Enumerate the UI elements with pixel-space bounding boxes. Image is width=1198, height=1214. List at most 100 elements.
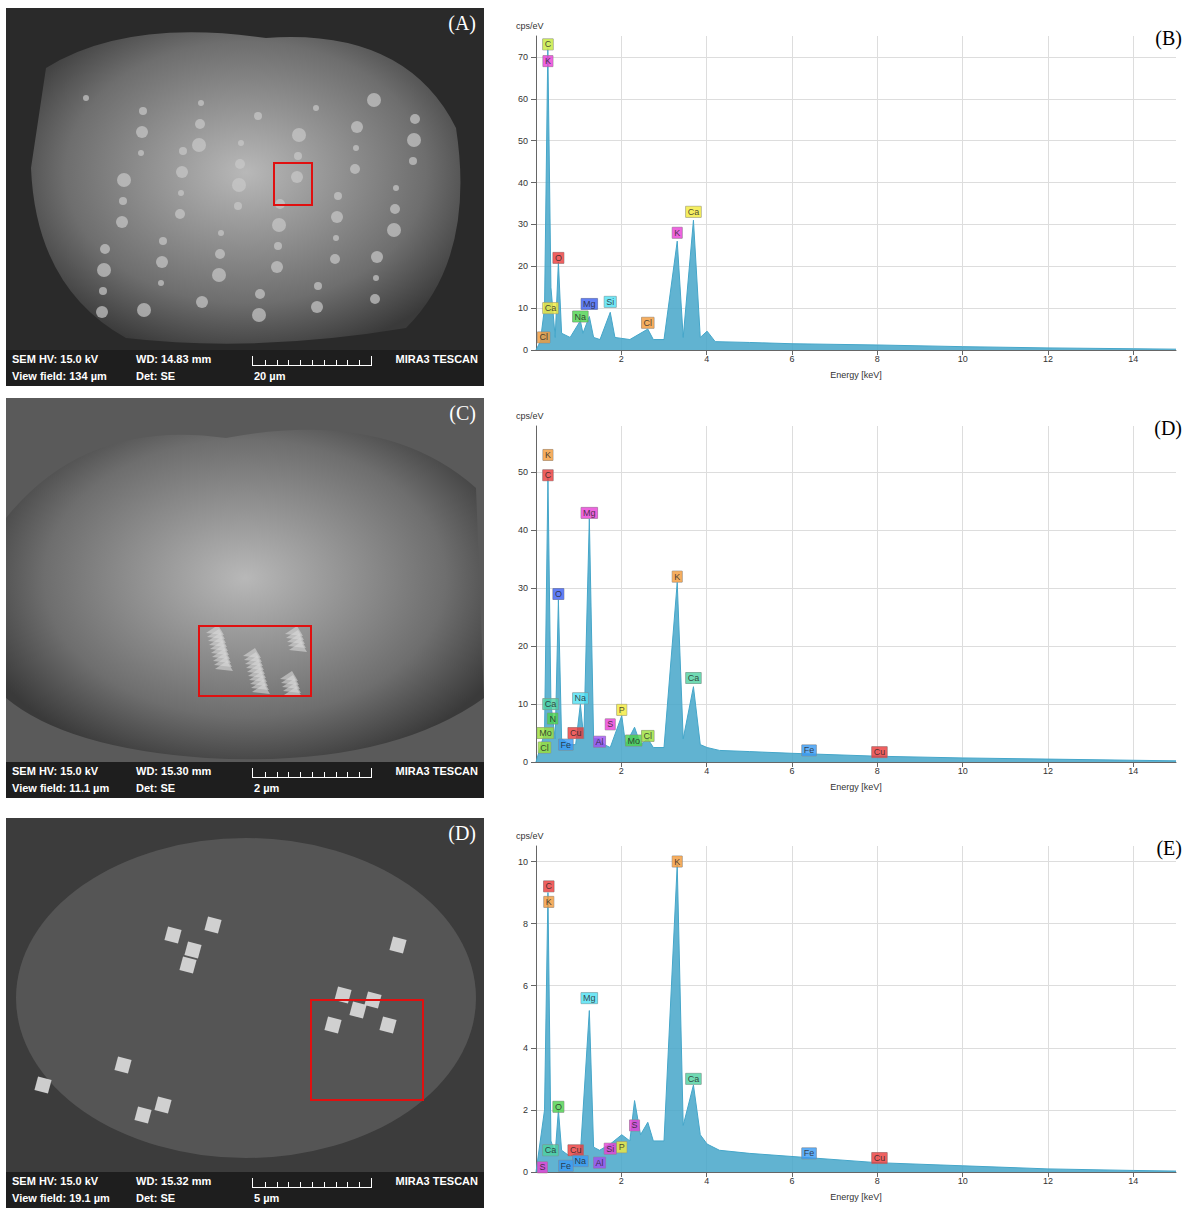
svg-text:O: O — [555, 1102, 562, 1112]
svg-text:K: K — [545, 56, 551, 66]
svg-text:(E): (E) — [1156, 837, 1182, 860]
svg-text:K: K — [545, 450, 551, 460]
svg-text:Cu: Cu — [874, 747, 886, 757]
svg-text:4: 4 — [704, 766, 709, 776]
svg-text:O: O — [555, 253, 562, 263]
svg-text:40: 40 — [518, 525, 528, 535]
svg-text:S: S — [539, 1162, 545, 1172]
svg-text:Mg: Mg — [583, 299, 596, 309]
svg-text:Mg: Mg — [583, 508, 596, 518]
svg-text:14: 14 — [1128, 354, 1138, 364]
svg-text:Na: Na — [575, 312, 587, 322]
svg-text:Fe: Fe — [804, 745, 815, 755]
svg-text:8: 8 — [875, 1176, 880, 1186]
svg-text:Ca: Ca — [545, 303, 557, 313]
svg-text:Energy [keV]: Energy [keV] — [830, 370, 882, 380]
svg-text:Ca: Ca — [545, 1145, 557, 1155]
svg-text:4: 4 — [523, 1043, 528, 1053]
svg-text:C: C — [545, 470, 552, 480]
svg-text:Cu: Cu — [570, 728, 582, 738]
html-text:(A): (A) — [448, 12, 476, 34]
svg-text:(D): (D) — [1154, 417, 1182, 440]
svg-text:70: 70 — [518, 52, 528, 62]
svg-text:Mg: Mg — [583, 993, 596, 1003]
svg-text:10: 10 — [518, 857, 528, 867]
svg-text:6: 6 — [789, 1176, 794, 1186]
svg-text:Mo: Mo — [627, 736, 640, 746]
svg-text:4: 4 — [704, 1176, 709, 1186]
svg-text:Energy [keV]: Energy [keV] — [830, 1192, 882, 1202]
svg-text:O: O — [555, 589, 562, 599]
svg-text:Fe: Fe — [561, 1161, 572, 1171]
svg-text:0: 0 — [523, 1167, 528, 1177]
svg-text:Fe: Fe — [561, 740, 572, 750]
svg-text:C: C — [546, 881, 553, 891]
svg-text:Cl: Cl — [539, 332, 548, 342]
svg-text:2: 2 — [619, 354, 624, 364]
svg-text:Ca: Ca — [688, 673, 700, 683]
svg-text:30: 30 — [518, 219, 528, 229]
svg-text:0: 0 — [523, 345, 528, 355]
svg-text:14: 14 — [1128, 766, 1138, 776]
svg-text:Mo: Mo — [539, 728, 552, 738]
svg-text:2: 2 — [619, 1176, 624, 1186]
svg-text:Na: Na — [575, 1156, 587, 1166]
svg-text:8: 8 — [875, 766, 880, 776]
svg-text:12: 12 — [1043, 354, 1053, 364]
html-text:(C): (C) — [449, 402, 476, 424]
svg-text:12: 12 — [1043, 1176, 1053, 1186]
svg-text:2: 2 — [523, 1105, 528, 1115]
svg-text:50: 50 — [518, 467, 528, 477]
svg-text:50: 50 — [518, 136, 528, 146]
svg-text:Na: Na — [575, 693, 587, 703]
svg-text:8: 8 — [875, 354, 880, 364]
svg-text:Energy [keV]: Energy [keV] — [830, 782, 882, 792]
svg-text:10: 10 — [518, 303, 528, 313]
svg-text:Cu: Cu — [874, 1153, 886, 1163]
svg-text:40: 40 — [518, 178, 528, 188]
svg-text:N: N — [549, 714, 556, 724]
svg-text:6: 6 — [789, 354, 794, 364]
svg-text:Ca: Ca — [545, 699, 557, 709]
svg-text:Ca: Ca — [688, 207, 700, 217]
svg-text:(B): (B) — [1155, 27, 1182, 50]
svg-text:6: 6 — [523, 981, 528, 991]
svg-text:Cl: Cl — [644, 731, 653, 741]
svg-text:cps/eV: cps/eV — [516, 411, 544, 421]
svg-text:10: 10 — [958, 1176, 968, 1186]
svg-text:Al: Al — [596, 737, 604, 747]
svg-text:Cu: Cu — [570, 1145, 582, 1155]
svg-text:Si: Si — [606, 1144, 614, 1154]
svg-text:10: 10 — [958, 766, 968, 776]
svg-text:2: 2 — [619, 766, 624, 776]
svg-text:Cl: Cl — [540, 743, 549, 753]
svg-text:0: 0 — [523, 757, 528, 767]
svg-text:Cl: Cl — [644, 318, 653, 328]
svg-text:14: 14 — [1128, 1176, 1138, 1186]
svg-text:K: K — [546, 897, 552, 907]
svg-text:10: 10 — [518, 699, 528, 709]
svg-text:20: 20 — [518, 641, 528, 651]
svg-text:8: 8 — [523, 919, 528, 929]
svg-text:K: K — [674, 572, 680, 582]
svg-text:K: K — [674, 857, 680, 867]
svg-text:K: K — [674, 228, 680, 238]
svg-text:Si: Si — [606, 297, 614, 307]
svg-text:P: P — [619, 705, 625, 715]
svg-text:cps/eV: cps/eV — [516, 21, 544, 31]
svg-text:C: C — [545, 39, 552, 49]
svg-text:4: 4 — [704, 354, 709, 364]
svg-text:60: 60 — [518, 94, 528, 104]
svg-text:30: 30 — [518, 583, 528, 593]
svg-text:20: 20 — [518, 261, 528, 271]
svg-text:12: 12 — [1043, 766, 1053, 776]
svg-text:P: P — [619, 1142, 625, 1152]
svg-text:S: S — [632, 1120, 638, 1130]
svg-text:Al: Al — [596, 1158, 604, 1168]
svg-text:Fe: Fe — [804, 1148, 815, 1158]
svg-text:Ca: Ca — [688, 1074, 700, 1084]
svg-text:S: S — [607, 719, 613, 729]
svg-text:6: 6 — [789, 766, 794, 776]
svg-text:cps/eV: cps/eV — [516, 831, 544, 841]
svg-text:10: 10 — [958, 354, 968, 364]
